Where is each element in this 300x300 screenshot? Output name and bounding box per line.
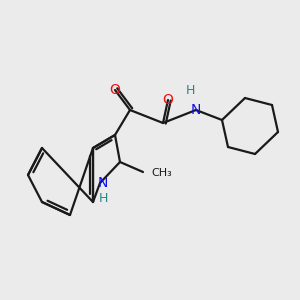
Text: H: H xyxy=(98,191,108,205)
Text: CH₃: CH₃ xyxy=(151,168,172,178)
Text: O: O xyxy=(163,93,173,107)
Text: N: N xyxy=(191,103,201,117)
Text: N: N xyxy=(98,176,108,190)
Text: H: H xyxy=(185,83,195,97)
Text: O: O xyxy=(110,83,120,97)
